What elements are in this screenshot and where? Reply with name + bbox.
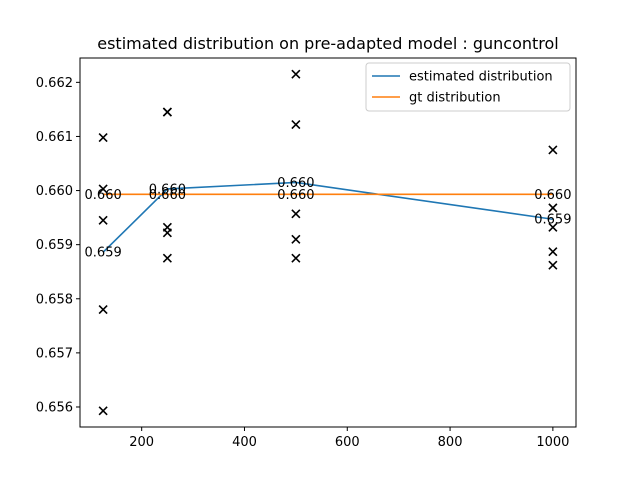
legend-label: gt distribution xyxy=(409,91,501,106)
x-tick-label: 1000 xyxy=(536,435,569,450)
x-tick-label: 600 xyxy=(335,435,360,450)
scatter-point xyxy=(548,247,558,257)
scatter-point xyxy=(98,184,108,194)
scatter-point xyxy=(98,406,108,416)
data-label: 0.659 xyxy=(534,213,571,228)
legend-label: estimated distribution xyxy=(409,70,553,85)
y-tick-label: 0.661 xyxy=(36,130,73,145)
scatter-point xyxy=(162,253,172,263)
chart-title: estimated distribution on pre-adapted mo… xyxy=(97,34,559,53)
x-tick-label: 400 xyxy=(232,435,257,450)
x-tick-label: 800 xyxy=(438,435,463,450)
scatter-point xyxy=(291,119,301,130)
scatter-point xyxy=(548,260,558,270)
legend: estimated distribution gt distribution xyxy=(365,62,571,112)
series-line-estimated xyxy=(102,181,553,253)
scatter-point xyxy=(162,222,172,232)
scatter-point xyxy=(548,145,558,155)
y-tick-label: 0.662 xyxy=(36,76,73,91)
plot-frame xyxy=(79,57,577,428)
data-label: 0.660 xyxy=(149,188,186,203)
y-tick-label: 0.656 xyxy=(36,400,73,415)
data-label: 0.660 xyxy=(85,188,122,203)
scatter-point xyxy=(291,209,301,219)
legend-box xyxy=(365,62,571,112)
scatter-point xyxy=(98,305,108,315)
scatter-point xyxy=(291,234,301,244)
data-label: 0.660 xyxy=(277,176,314,191)
data-label: 0.660 xyxy=(534,188,571,203)
scatter-point xyxy=(98,132,108,143)
x-tick-label: 200 xyxy=(129,435,154,450)
scatter-point xyxy=(291,69,301,79)
y-tick-label: 0.657 xyxy=(36,346,73,361)
data-label: 0.659 xyxy=(85,246,122,261)
y-tick-label: 0.658 xyxy=(36,292,73,307)
data-label: 0.660 xyxy=(149,182,186,197)
y-tick-label: 0.660 xyxy=(36,184,73,199)
scatter-point xyxy=(291,253,301,263)
scatter-point xyxy=(98,215,108,225)
scatter-point xyxy=(162,107,172,117)
y-tick-label: 0.659 xyxy=(36,238,73,253)
scatter-point xyxy=(548,222,558,232)
series-lines xyxy=(102,181,553,253)
scatter-markers xyxy=(98,69,558,416)
data-label: 0.660 xyxy=(277,188,314,203)
scatter-point xyxy=(548,203,558,213)
axes: 200 400 600 800 1000 0.656 0.657 0.658 0.659 0.66… xyxy=(36,57,577,450)
